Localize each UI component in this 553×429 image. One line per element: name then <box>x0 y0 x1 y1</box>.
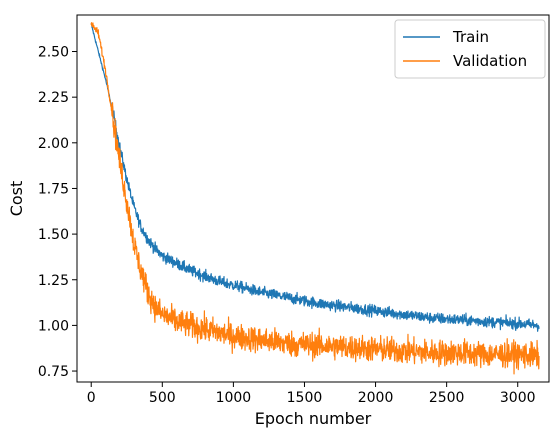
y-tick-label: 1.25 <box>38 273 69 289</box>
x-tick-label: 1000 <box>216 390 252 406</box>
y-axis-title: Cost <box>7 181 26 217</box>
x-tick-label: 1500 <box>287 390 323 406</box>
legend: Train Validation <box>395 20 545 78</box>
y-tick-label: 2.50 <box>38 45 69 61</box>
y-tick-label: 2.00 <box>38 136 69 152</box>
x-axis-title: Epoch number <box>255 409 372 428</box>
legend-label-train: Train <box>452 28 489 46</box>
x-tick-label: 2500 <box>429 390 465 406</box>
y-tick-label: 0.75 <box>38 364 69 380</box>
x-tick-label: 3000 <box>500 390 536 406</box>
y-tick-label: 1.75 <box>38 181 69 197</box>
legend-label-validation: Validation <box>453 52 527 70</box>
y-tick-label: 1.00 <box>38 318 69 334</box>
x-tick-label: 2000 <box>358 390 394 406</box>
x-tick-label: 0 <box>87 390 96 406</box>
y-tick-label: 1.50 <box>38 227 69 243</box>
y-tick-label: 2.25 <box>38 90 69 106</box>
x-tick-label: 500 <box>149 390 176 406</box>
